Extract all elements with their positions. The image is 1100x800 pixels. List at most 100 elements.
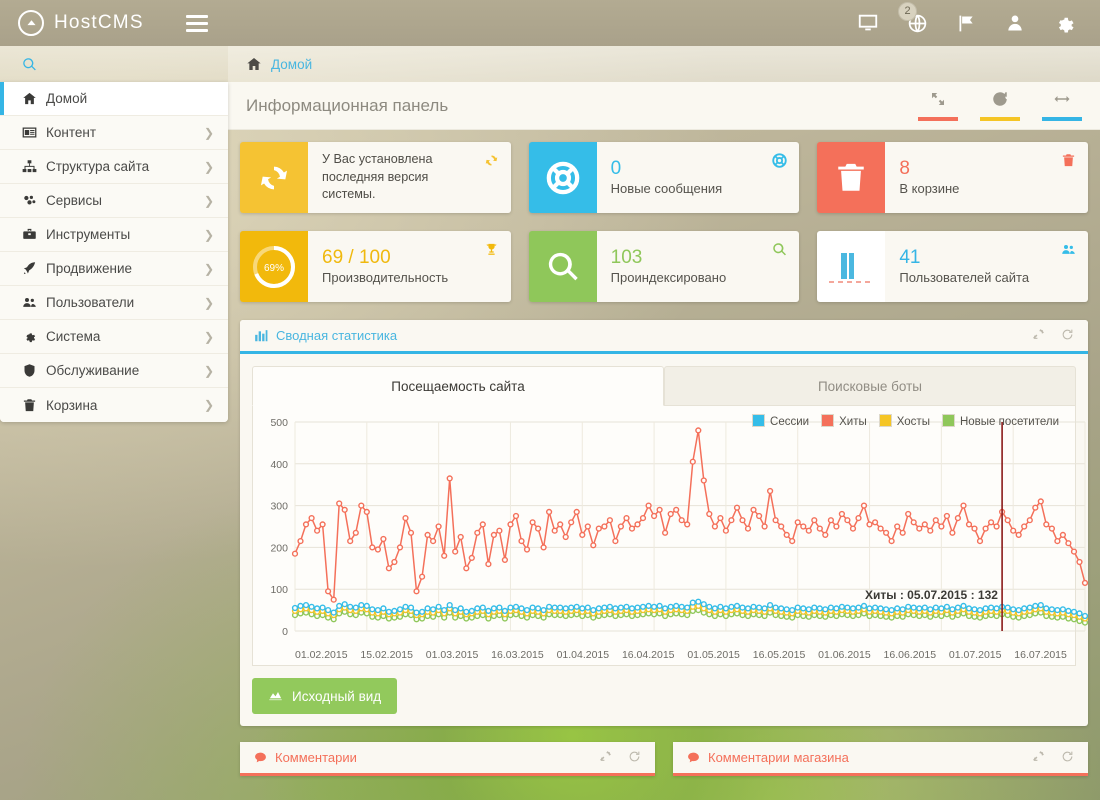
top-bar-actions: 2 (857, 1, 1100, 35)
sidebar-item-5[interactable]: Инструменты ❯ (0, 218, 228, 252)
legend-item[interactable]: Хосты (878, 414, 930, 428)
expand-icon[interactable] (1032, 328, 1045, 344)
flag-icon[interactable] (956, 13, 977, 34)
chart-area-icon (268, 687, 283, 705)
tab-search-bots[interactable]: Поисковые боты (664, 366, 1076, 406)
card-caption: Проиндексировано (610, 269, 727, 285)
gear-icon (22, 329, 46, 344)
stat-card-performance[interactable]: 69% 69 / 100 Производительность (240, 231, 511, 302)
brand[interactable]: HostCMS (0, 10, 160, 36)
circle-chevron-up-icon (18, 10, 44, 36)
search-icon (528, 231, 597, 302)
bottom-panels-row: Комментарии Комментарии магазина (240, 742, 1088, 776)
expand-icon[interactable] (918, 90, 958, 121)
legend-item[interactable]: Сессии (752, 414, 809, 428)
x-tick-label: 16.04.2015 (621, 649, 675, 661)
stat-card-update[interactable]: У Вас установлена последняя версия систе… (240, 142, 511, 213)
search-input[interactable] (0, 46, 228, 82)
expand-icon[interactable] (599, 750, 612, 766)
comments-panel-2: Комментарии магазина (673, 742, 1088, 776)
sidebar-item-3[interactable]: Структура сайта ❯ (0, 150, 228, 184)
sparkline-chart (817, 231, 886, 302)
sidebar-item-4[interactable]: Сервисы ❯ (0, 184, 228, 218)
sidebar-item-1[interactable]: Домой (0, 82, 228, 116)
panel-title: Комментарии (275, 750, 357, 765)
card-value: 41 (899, 247, 921, 269)
performance-ring: 69% (240, 231, 308, 302)
svg-text:500: 500 (270, 417, 288, 429)
refresh-icon[interactable] (980, 90, 1020, 121)
search-icon (23, 57, 36, 70)
panel-tools (599, 750, 641, 766)
sidebar-item-10[interactable]: Корзина ❯ (0, 388, 228, 422)
monitor-icon[interactable] (857, 12, 879, 34)
svg-text:100: 100 (270, 584, 288, 596)
breadcrumb-link-home[interactable]: Домой (271, 56, 313, 72)
card-body: У Вас установлена последняя версия систе… (308, 142, 511, 213)
stat-card-indexed[interactable]: 103 Проиндексировано (528, 231, 800, 302)
sidebar-item-label: Пользователи (46, 295, 135, 310)
gear-icon[interactable] (1053, 12, 1076, 35)
sidebar-item-2[interactable]: Контент ❯ (0, 116, 228, 150)
svg-text:69%: 69% (264, 263, 284, 274)
panel-title: Комментарии магазина (708, 750, 849, 765)
sidebar-item-label: Контент (46, 125, 97, 140)
stat-card-messages[interactable]: 0 Новые сообщения (528, 142, 800, 213)
summary-statistics-panel: Сводная статистика Посещаемость сайта По… (240, 320, 1088, 726)
brand-name: HostCMS (54, 12, 144, 33)
chart-tabs: Посещаемость сайта Поисковые боты (240, 354, 1088, 406)
panel-header: Комментарии магазина (673, 742, 1088, 776)
legend-item[interactable]: Новые посетители (941, 414, 1059, 428)
reset-view-button[interactable]: Исходный вид (252, 678, 398, 714)
svg-text:0: 0 (282, 626, 288, 638)
comments-panel-1: Комментарии (240, 742, 655, 776)
globe-icon[interactable]: 2 (898, 1, 928, 34)
refresh-icon (240, 142, 308, 213)
x-tick-label: 16.06.2015 (883, 649, 937, 661)
sidebar-item-6[interactable]: Продвижение ❯ (0, 252, 228, 286)
card-caption: В корзине (899, 180, 960, 196)
trash-icon (22, 398, 46, 413)
sidebar-menu: Домой Контент ❯ Структура сайта ❯ Сервисы ❯ Инс… (0, 82, 228, 422)
services-icon (22, 193, 46, 208)
chevron-right-icon: ❯ (203, 398, 214, 412)
chart-legend: Сессии Хиты Хосты Новые посетители (752, 414, 1059, 428)
chevron-right-icon: ❯ (203, 363, 214, 378)
dashboard-scroll: У Вас установлена последняя версия систе… (228, 130, 1100, 776)
legend-item[interactable]: Хиты (821, 414, 867, 428)
refresh-icon[interactable] (484, 153, 499, 173)
expand-icon[interactable] (1032, 750, 1045, 766)
hamburger-icon[interactable] (186, 14, 208, 32)
sidebar-item-9[interactable]: Обслуживание ❯ (0, 354, 228, 388)
legend-label: Новые посетители (959, 416, 1059, 428)
svg-text:200: 200 (270, 542, 288, 554)
refresh-icon[interactable] (628, 750, 641, 766)
users-icon[interactable] (1061, 242, 1076, 262)
lifering-icon[interactable] (772, 153, 788, 173)
refresh-icon[interactable] (1061, 750, 1074, 766)
card-message: У Вас установлена последняя версия систе… (322, 152, 433, 202)
card-caption: Новые сообщения (610, 180, 723, 196)
refresh-icon[interactable] (1061, 328, 1074, 344)
sidebar-item-7[interactable]: Пользователи ❯ (0, 286, 228, 320)
card-value: 0 (610, 158, 622, 180)
resize-icon[interactable] (1042, 90, 1082, 121)
x-tick-label: 16.07.2015 (1014, 649, 1067, 661)
page-title: Информационная панель (246, 95, 449, 115)
user-icon[interactable] (1005, 13, 1025, 33)
trophy-icon[interactable] (484, 242, 499, 262)
sidebar-item-8[interactable]: Система ❯ (0, 320, 228, 354)
panel-tools (1032, 328, 1074, 344)
stat-card-site-users[interactable]: 41 Пользователей сайта (817, 231, 1089, 302)
legend-swatch (821, 414, 835, 427)
tab-site-traffic[interactable]: Посещаемость сайта (252, 366, 664, 406)
chevron-right-icon: ❯ (203, 159, 214, 174)
x-tick-label: 16.05.2015 (752, 649, 806, 661)
svg-text:400: 400 (270, 459, 288, 471)
traffic-line-chart[interactable]: 0 100 200 300 400 500 (261, 416, 1088, 641)
home-icon (246, 56, 262, 72)
chart-tooltip: Хиты : 05.07.2015 : 132 (865, 588, 998, 602)
trash-icon[interactable] (1061, 153, 1076, 173)
search-icon[interactable] (772, 242, 787, 262)
